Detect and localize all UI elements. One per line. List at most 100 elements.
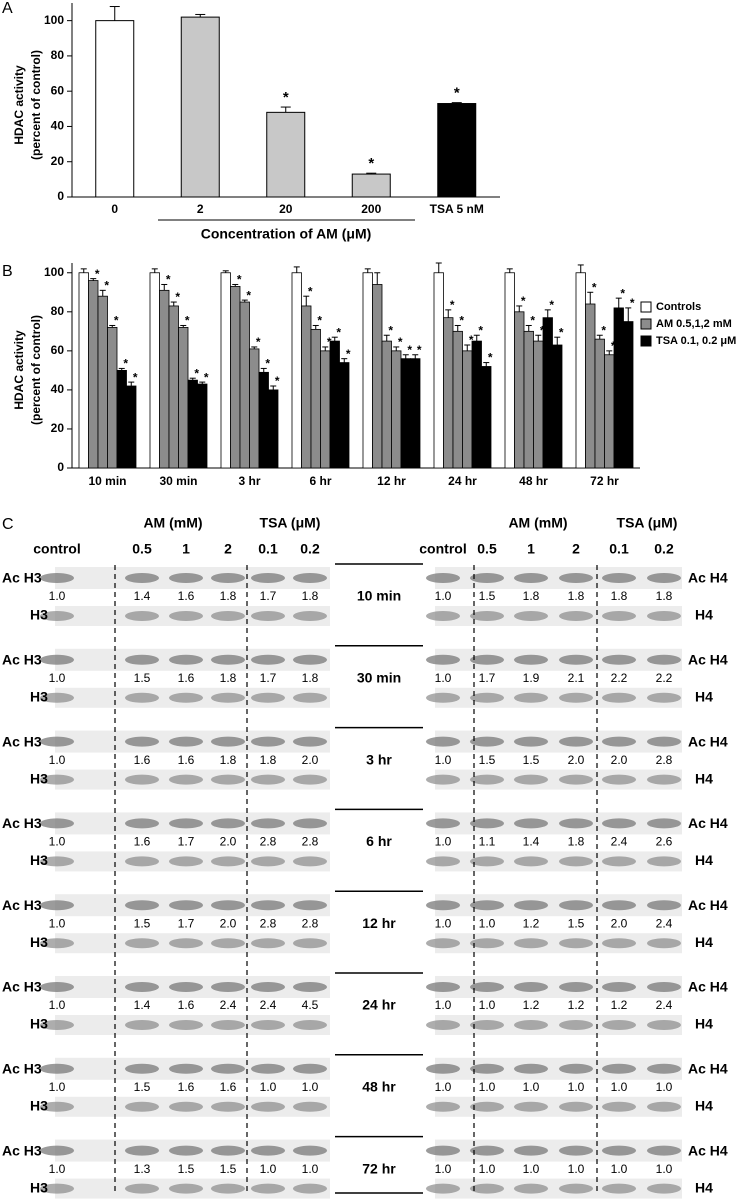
- blot-band: [426, 774, 460, 785]
- ratio-label: 1.0: [435, 1080, 452, 1094]
- blot-band: [293, 573, 327, 583]
- blot-band: [647, 736, 681, 747]
- bar: [362, 272, 373, 469]
- blot-band: [211, 1020, 245, 1030]
- blot-band: [602, 654, 636, 665]
- y-tick-label: 40: [51, 382, 65, 396]
- blot-band: [211, 736, 245, 747]
- bar: [220, 272, 231, 469]
- blot-band: [559, 573, 593, 583]
- error-bar: [303, 295, 310, 306]
- ratio-label: 1.8: [260, 753, 277, 767]
- y-tick-label: 60: [51, 343, 65, 357]
- blot-band: [251, 654, 285, 665]
- blot-band: [251, 573, 285, 583]
- blot-band: [426, 1020, 460, 1030]
- ratio-label: 1.7: [178, 835, 195, 849]
- blot-band: [514, 982, 548, 992]
- error-bar: [587, 291, 594, 304]
- total-label: H4: [695, 1016, 713, 1032]
- time-label: 48 hr: [362, 1079, 396, 1095]
- ratio-label: 1.0: [435, 753, 452, 767]
- panel-label: C: [2, 516, 14, 533]
- blot-band: [293, 1020, 327, 1030]
- acetyl-label: Ac H4: [688, 1142, 728, 1158]
- blot-band: [470, 736, 504, 747]
- legend-label: Controls: [656, 301, 701, 313]
- blot-strip: [435, 851, 682, 872]
- ratio-label: 1.0: [49, 589, 66, 603]
- bar: [329, 340, 340, 469]
- blot-band: [125, 736, 159, 747]
- lane-header: control: [419, 541, 466, 557]
- significance-star: *: [185, 314, 190, 328]
- error-bar: [109, 6, 120, 21]
- blot-band: [647, 1183, 681, 1194]
- blot-band: [125, 982, 159, 992]
- total-label: H4: [695, 607, 713, 623]
- blot-band: [426, 818, 460, 829]
- blot-band: [251, 900, 285, 911]
- blot-band: [602, 774, 636, 785]
- blot-band: [514, 611, 548, 621]
- ratio-label: 1.7: [479, 671, 496, 685]
- blot-band: [426, 573, 460, 583]
- blot-band: [211, 611, 245, 621]
- blot-band: [251, 1145, 285, 1156]
- error-bar: [222, 270, 229, 273]
- ratio-label: 1.0: [611, 1080, 628, 1094]
- x-tick-label: 12 hr: [377, 474, 406, 488]
- blot-band: [169, 1183, 203, 1194]
- error-bar: [506, 268, 513, 273]
- bar: [291, 272, 302, 469]
- blot-band: [125, 1101, 159, 1112]
- ratio-label: 1.0: [523, 1162, 540, 1176]
- blot-strip: [435, 648, 682, 671]
- x-tick-label: 20: [279, 202, 293, 216]
- ratio-label: 1.0: [435, 916, 452, 930]
- ratio-label: 1.0: [523, 1080, 540, 1094]
- bar: [339, 362, 350, 469]
- blot-band: [602, 818, 636, 829]
- error-bar: [161, 283, 168, 291]
- blot-band: [125, 1020, 159, 1030]
- bar: [116, 369, 127, 469]
- ratio-label: 1.9: [523, 671, 540, 685]
- ratio-label: 1.4: [523, 835, 540, 849]
- legend-label: AM 0.5,1,2 mM: [656, 318, 732, 330]
- x-tick-label: 6 hr: [309, 474, 331, 488]
- blot-band: [211, 573, 245, 583]
- blot-band: [602, 982, 636, 992]
- bar: [95, 20, 135, 198]
- blot-band: [169, 1020, 203, 1030]
- bar: [78, 272, 89, 469]
- blot-band: [293, 1063, 327, 1074]
- ratio-label: 2.1: [568, 671, 585, 685]
- ratio-label: 1.0: [49, 916, 66, 930]
- blot-band: [559, 1101, 593, 1112]
- ratio-label: 1.0: [302, 1162, 319, 1176]
- error-bar: [251, 346, 258, 349]
- blot-band: [647, 1101, 681, 1112]
- error-bar: [544, 309, 551, 318]
- ratio-label: 1.4: [134, 589, 151, 603]
- bar: [320, 350, 331, 469]
- blot-band: [293, 856, 327, 867]
- x-tick-label: 48 hr: [519, 474, 548, 488]
- ratio-label: 1.0: [656, 1162, 673, 1176]
- error-bar: [151, 268, 158, 273]
- x-tick-label: 10 min: [88, 474, 126, 488]
- blot-strip: [435, 730, 682, 753]
- error-bar: [516, 305, 523, 312]
- ratio-label: 1.8: [523, 589, 540, 603]
- error-bar: [90, 278, 97, 281]
- blot-band: [251, 938, 285, 949]
- blot-band: [647, 611, 681, 621]
- blot-band: [559, 856, 593, 867]
- error-bar: [435, 262, 442, 273]
- ratio-label: 1.4: [134, 998, 151, 1012]
- ratio-label: 1.0: [568, 1080, 585, 1094]
- error-bar: [80, 268, 87, 273]
- blot-band: [426, 938, 460, 949]
- acetyl-label: Ac H4: [688, 897, 728, 913]
